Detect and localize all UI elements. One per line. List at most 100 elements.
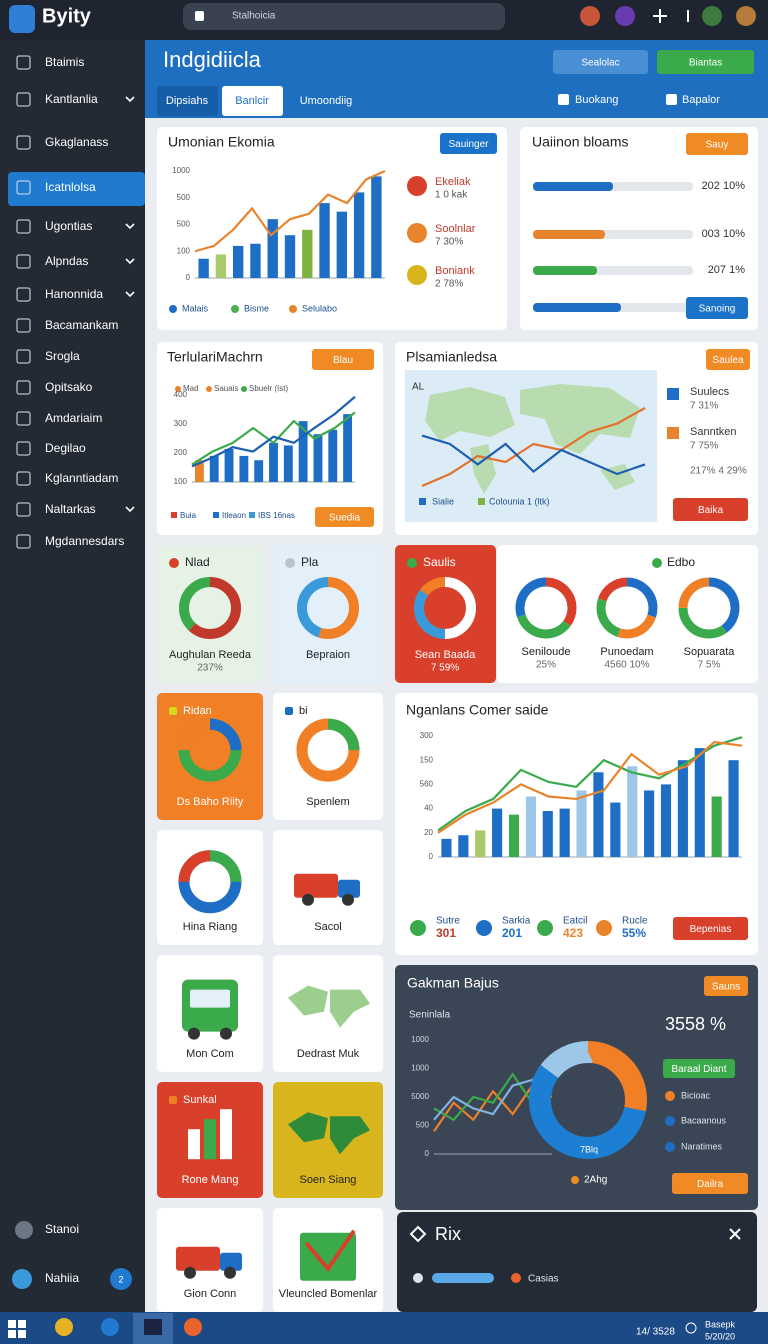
- nav-item[interactable]: Btaimis: [45, 55, 84, 69]
- tab[interactable]: [157, 86, 218, 116]
- legend-dot: [249, 512, 255, 518]
- tile-tag: bi: [299, 705, 308, 717]
- button-label[interactable]: Biantas: [689, 58, 722, 69]
- tag-dot: [169, 1096, 177, 1104]
- button-label[interactable]: Baika: [698, 505, 723, 516]
- stat-icon: [596, 920, 612, 936]
- button[interactable]: [672, 1173, 748, 1194]
- y-tick-label: 560: [420, 780, 434, 789]
- donut-segment: [596, 577, 658, 639]
- nav-item[interactable]: Amdariaim: [45, 411, 102, 425]
- button-label[interactable]: Blau: [333, 355, 353, 366]
- button-label[interactable]: Bepenias: [690, 924, 732, 935]
- nav-item[interactable]: Srogla: [45, 349, 80, 363]
- tab-label[interactable]: Dipsiahs: [166, 95, 209, 107]
- nav-item[interactable]: Stanoi: [45, 1222, 79, 1236]
- nav-item[interactable]: Ugontias: [45, 219, 92, 233]
- button[interactable]: [553, 50, 648, 74]
- tile-tag: Pla: [301, 555, 319, 569]
- icon: [288, 985, 328, 1016]
- progress-label: 207 1%: [708, 264, 746, 276]
- card: [157, 545, 263, 683]
- button-label[interactable]: Dailra: [697, 1179, 724, 1190]
- y-tick-label: 100: [174, 477, 188, 486]
- nav-item[interactable]: Alpndas: [45, 254, 88, 268]
- bar: [492, 808, 503, 857]
- legend-label: IBS 16nas: [258, 511, 295, 520]
- button[interactable]: [686, 133, 748, 155]
- line: [421, 407, 646, 488]
- button[interactable]: [657, 50, 754, 74]
- icon: [220, 1109, 232, 1160]
- bar: [239, 455, 249, 482]
- stat-label: Rucle: [622, 916, 648, 927]
- bar: [677, 760, 688, 857]
- tag-dot: [285, 558, 295, 568]
- bar: [694, 748, 705, 857]
- tab-label[interactable]: Umoondiig: [300, 95, 353, 107]
- tile-label: Gion Conn: [184, 1288, 237, 1300]
- tab[interactable]: [222, 86, 283, 116]
- tab-label[interactable]: Banlcir: [235, 95, 269, 107]
- y-tick-label: 400: [174, 390, 188, 399]
- button[interactable]: [315, 507, 374, 527]
- stat-label: Sarkia: [502, 916, 531, 927]
- continent: [425, 387, 515, 441]
- button-label[interactable]: Sauns: [712, 982, 740, 993]
- nav-item[interactable]: Kglanntiadam: [45, 471, 118, 485]
- nav-item[interactable]: Kantlanlia: [45, 92, 98, 106]
- bar: [194, 460, 204, 482]
- button-label[interactable]: Saulea: [712, 355, 744, 366]
- nav-item[interactable]: Bacamankam: [45, 318, 118, 332]
- taskbar: [0, 1312, 768, 1344]
- button-label[interactable]: Suedia: [329, 513, 361, 524]
- nav-icon: [16, 92, 31, 107]
- icon: [294, 873, 338, 898]
- bar: [319, 203, 330, 278]
- button[interactable]: [706, 349, 750, 370]
- avatar: [615, 6, 635, 26]
- legend-dot: [169, 305, 177, 313]
- donut-segment: [678, 577, 740, 639]
- line: [437, 740, 743, 834]
- action[interactable]: Buokang: [575, 94, 618, 106]
- search-placeholder[interactable]: Stalhoicia: [232, 11, 276, 22]
- action[interactable]: Bapalor: [682, 94, 720, 106]
- button-label[interactable]: Baraal Diant: [671, 1064, 726, 1075]
- legend-dot: [665, 1091, 675, 1101]
- button-label[interactable]: Sauinger: [448, 139, 489, 150]
- tag-dot: [169, 558, 179, 568]
- button[interactable]: [686, 297, 748, 319]
- nav-item[interactable]: Hanonnida: [45, 287, 103, 301]
- nav-item[interactable]: Naltarkas: [45, 502, 96, 516]
- button[interactable]: [673, 498, 748, 521]
- button-label[interactable]: Sauy: [706, 140, 729, 151]
- nav-item[interactable]: Mgdannesdars: [45, 534, 124, 548]
- nav-item[interactable]: Degilao: [45, 441, 86, 455]
- tile-label: Soen Siang: [300, 1174, 357, 1186]
- legend-label: Suulecs: [690, 386, 730, 398]
- button[interactable]: [312, 349, 374, 370]
- nav-item[interactable]: Nahiia: [45, 1271, 79, 1285]
- button-label[interactable]: Sanoing: [699, 304, 736, 315]
- button[interactable]: [440, 133, 497, 154]
- map-label: AL: [412, 382, 425, 393]
- nav-item[interactable]: Icatnlolsa: [45, 180, 96, 194]
- bar: [283, 445, 293, 482]
- close-icon[interactable]: [729, 1228, 741, 1240]
- nav-icon: [15, 1221, 33, 1239]
- nav-item[interactable]: Gkaglanass: [45, 135, 108, 149]
- icon: [184, 1266, 196, 1279]
- button[interactable]: [704, 976, 748, 996]
- button[interactable]: [673, 917, 748, 940]
- nav-item[interactable]: Opitsako: [45, 380, 93, 394]
- legend-value: 7 31%: [690, 401, 718, 412]
- button-label[interactable]: Sealolac: [581, 58, 619, 69]
- tile-value: 7 5%: [698, 660, 721, 671]
- y-tick-label: 150: [420, 755, 434, 764]
- search-box[interactable]: [183, 3, 505, 30]
- donut-segment: [596, 577, 658, 639]
- icon: [178, 850, 211, 883]
- button[interactable]: [663, 1059, 735, 1078]
- task-icon: [184, 1318, 202, 1336]
